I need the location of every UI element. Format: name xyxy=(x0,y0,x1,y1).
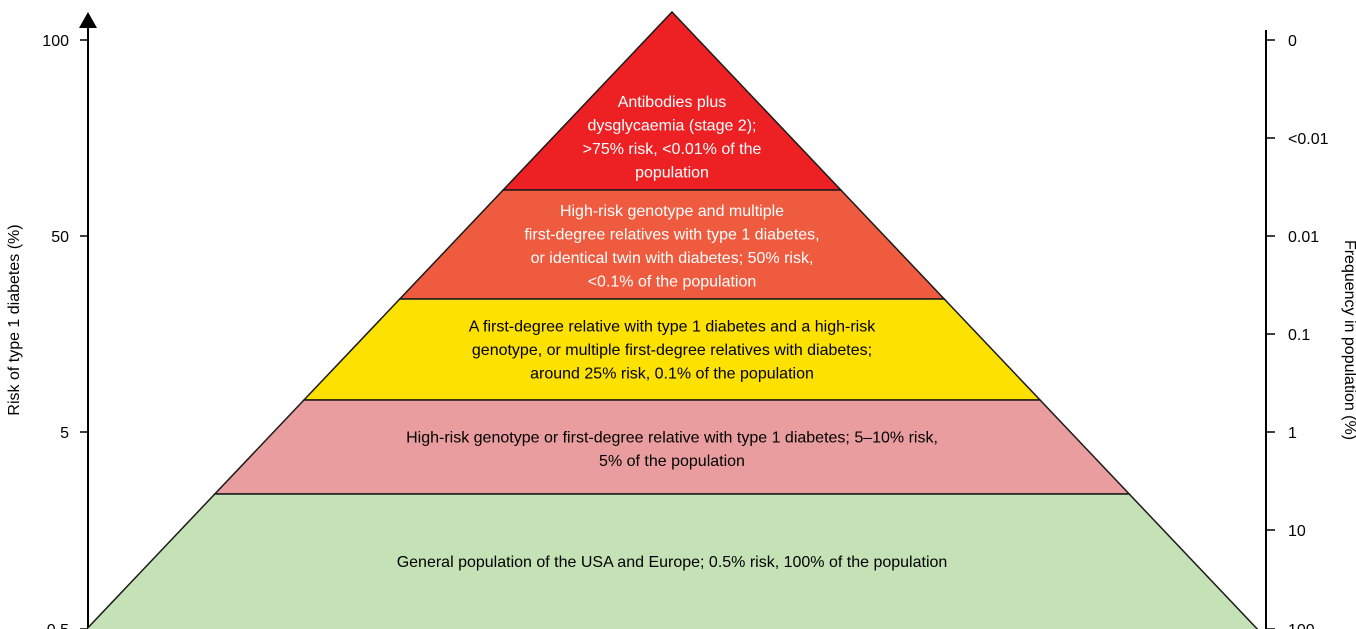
pyramid-tier-text-line: dysglycaemia (stage 2); xyxy=(588,117,757,134)
pyramid-tier-text-line: >75% risk, <0.01% of the xyxy=(583,141,762,158)
pyramid-tier-text-line: 5% of the population xyxy=(599,453,745,470)
right-axis-tick-label: 0.01 xyxy=(1288,229,1319,246)
right-axis-tick-label: 0 xyxy=(1288,33,1297,50)
pyramid-tier-text-line: first-degree relatives with type 1 diabe… xyxy=(524,226,819,243)
pyramid-tier-text-line: A first-degree relative with type 1 diab… xyxy=(469,319,876,336)
pyramid-tier: General population of the USA and Europe… xyxy=(85,493,1259,629)
pyramid-tier-shape xyxy=(85,493,1259,629)
pyramid-tier: High-risk genotype and multiple first-deg… xyxy=(398,189,946,300)
pyramid-tier: High-risk genotype or first-degree relat… xyxy=(213,399,1131,495)
left-axis-tick-label: 5 xyxy=(60,425,69,442)
pyramid-tier-text-line: Antibodies plus xyxy=(618,94,727,111)
pyramid-tier-text-line: population xyxy=(635,164,709,181)
pyramid-tier-text-line: High-risk genotype or first-degree relat… xyxy=(406,429,938,446)
right-axis-tick-label: 10 xyxy=(1288,523,1306,540)
pyramid-tier-text-line: genotype, or multiple first-degree relat… xyxy=(472,342,872,359)
pyramid-tier-text-line: General population of the USA and Europe… xyxy=(397,554,948,571)
pyramid-tier: A first-degree relative with type 1 diab… xyxy=(302,298,1042,401)
pyramid-tier: Antibodies plus dysglycaemia (stage 2); >7… xyxy=(501,10,843,191)
left-axis-tick-label: 50 xyxy=(51,229,69,246)
pyramid-tier-text-line: High-risk genotype and multiple xyxy=(560,203,784,220)
left-axis-title: Risk of type 1 diabetes (%) xyxy=(6,224,23,415)
pyramid-tier-text-line: around 25% risk, 0.1% of the population xyxy=(530,366,814,383)
pyramid-tier-text-line: or identical twin with diabetes; 50% ris… xyxy=(531,250,814,267)
pyramid: Antibodies plus dysglycaemia (stage 2); >7… xyxy=(85,10,1259,629)
right-axis-tick-label: 100 xyxy=(1288,622,1315,629)
right-axis-tick-label: <0.01 xyxy=(1288,131,1329,148)
right-axis-tick-label: 1 xyxy=(1288,425,1297,442)
right-axis-title: Frequency in population (%) xyxy=(1341,240,1356,440)
left-axis-tick-label: 100 xyxy=(42,33,69,50)
pyramid-tier-text-line: <0.1% of the population xyxy=(588,273,757,290)
left-axis-tick-label: 0.5 xyxy=(47,622,69,629)
right-axis-tick-label: 0.1 xyxy=(1288,327,1310,344)
left-axis-arrow-icon xyxy=(79,12,97,28)
right-axis: 0 <0.01 0.01 0.1 1 10 100 Frequency in populat… xyxy=(1265,30,1356,629)
pyramid-tier-shape xyxy=(213,399,1131,495)
left-axis: 100 50 5 0.5 Risk of type 1 diabetes (%) xyxy=(6,12,97,629)
